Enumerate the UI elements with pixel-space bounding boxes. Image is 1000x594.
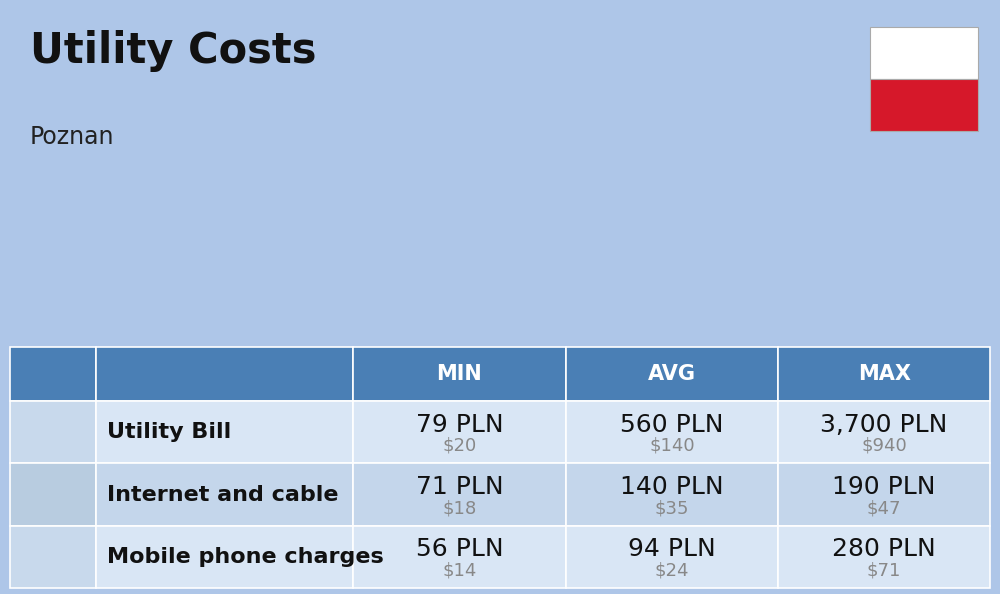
Text: Utility Costs: Utility Costs — [30, 30, 316, 72]
Bar — [353, 401, 566, 463]
Text: $71: $71 — [867, 561, 901, 580]
Bar — [10, 347, 96, 401]
Text: 3,700 PLN: 3,700 PLN — [820, 413, 948, 437]
Text: Mobile phone charges: Mobile phone charges — [107, 547, 383, 567]
Bar — [28, 410, 78, 454]
Text: MIN: MIN — [436, 364, 482, 384]
Text: $14: $14 — [442, 561, 477, 580]
Text: Internet and cable: Internet and cable — [107, 485, 338, 504]
Bar — [566, 463, 778, 526]
Text: $24: $24 — [655, 561, 689, 580]
Text: 560 PLN: 560 PLN — [620, 413, 724, 437]
Text: Poznan: Poznan — [30, 125, 114, 148]
Text: 94 PLN: 94 PLN — [628, 538, 716, 561]
Text: $35: $35 — [655, 499, 689, 517]
Bar — [566, 401, 778, 463]
Bar — [778, 401, 990, 463]
Bar — [353, 463, 566, 526]
Text: 71 PLN: 71 PLN — [416, 475, 503, 499]
Bar — [96, 463, 353, 526]
Bar — [566, 347, 778, 401]
Bar — [10, 526, 96, 588]
Bar — [566, 526, 778, 588]
Text: $18: $18 — [442, 499, 476, 517]
Bar — [778, 347, 990, 401]
Text: $20: $20 — [442, 437, 476, 455]
Bar — [96, 526, 353, 588]
Text: $47: $47 — [867, 499, 901, 517]
Bar — [778, 463, 990, 526]
Bar — [870, 79, 978, 131]
Text: $140: $140 — [649, 437, 695, 455]
Bar — [28, 472, 78, 517]
Bar — [10, 401, 96, 463]
Text: 140 PLN: 140 PLN — [620, 475, 724, 499]
Text: 190 PLN: 190 PLN — [832, 475, 936, 499]
Text: $940: $940 — [861, 437, 907, 455]
Bar — [870, 27, 978, 78]
Text: MAX: MAX — [858, 364, 911, 384]
Text: 280 PLN: 280 PLN — [832, 538, 936, 561]
Bar — [778, 526, 990, 588]
Bar — [96, 347, 353, 401]
Bar — [10, 463, 96, 526]
Bar — [353, 526, 566, 588]
Bar — [28, 535, 78, 579]
Text: 79 PLN: 79 PLN — [416, 413, 503, 437]
Bar — [353, 347, 566, 401]
Text: AVG: AVG — [648, 364, 696, 384]
Bar — [96, 401, 353, 463]
Text: 56 PLN: 56 PLN — [416, 538, 503, 561]
Text: Utility Bill: Utility Bill — [107, 422, 231, 442]
